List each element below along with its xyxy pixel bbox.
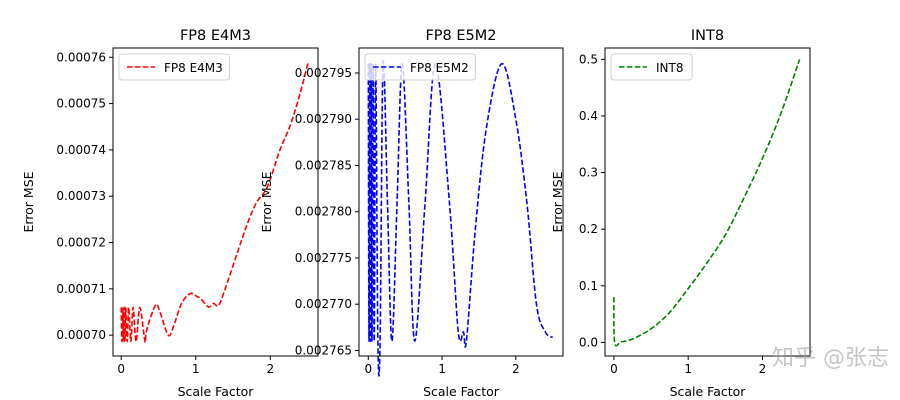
y-tick-label: 0.002785 [295, 158, 352, 172]
y-tick-label: 0.00076 [56, 50, 106, 64]
y-tick-label: 0.00071 [56, 282, 106, 296]
x-axis-label: Scale Factor [670, 384, 747, 399]
y-tick-label: 0.2 [579, 222, 598, 236]
y-tick-label: 0.00070 [56, 328, 106, 342]
subplot-1: 0 1 2 0.00070 0.00071 0.00072 0.00073 0.00074 0.… [21, 28, 319, 399]
x-tick-label: 2 [266, 362, 274, 376]
y-tick-label: 0.002775 [295, 251, 352, 265]
subplot-title: FP8 E4M3 [180, 28, 251, 44]
y-tick-label: 0.002770 [295, 297, 352, 311]
watermark: 知乎 @张志 [772, 346, 889, 371]
y-tick-label: 0.5 [579, 52, 598, 66]
subplot-2: 0 1 2 0.002765 0.002770 0.002775 0.002780 0.002… [259, 28, 564, 399]
series-line-int8 [613, 59, 801, 347]
x-axis-label: Scale Factor [178, 384, 255, 399]
y-tick-label: 0.002780 [295, 205, 352, 219]
y-tick-label: 0.1 [579, 279, 598, 293]
y-axis-label: Error MSE [21, 171, 36, 232]
x-tick-label: 2 [759, 362, 767, 376]
x-tick-label: 0 [117, 362, 125, 376]
x-tick-label: 0 [364, 362, 372, 376]
axes-frame [604, 47, 811, 357]
x-tick-label: 1 [438, 362, 446, 376]
x-tick-label: 1 [192, 362, 200, 376]
y-tick-label: 0.4 [579, 109, 598, 123]
y-tick-label: 0.3 [579, 166, 598, 180]
subplot-title: FP8 E5M2 [425, 28, 496, 44]
legend-box [118, 53, 230, 81]
axes-frame [358, 47, 564, 357]
y-tick-label: 0.00075 [56, 97, 106, 111]
y-tick-label: 0.00072 [56, 236, 106, 250]
legend-label: INT8 [656, 61, 683, 75]
subplot-title: INT8 [691, 28, 724, 44]
y-tick-label: 0.002795 [295, 66, 352, 80]
x-tick-label: 1 [684, 362, 692, 376]
y-tick-label: 0.0 [579, 335, 598, 349]
x-tick-label: 0 [610, 362, 618, 376]
legend-box [610, 53, 693, 81]
legend-label: FP8 E4M3 [164, 61, 223, 75]
series-line-fp8-e5m2 [367, 60, 554, 377]
axes-frame [112, 47, 319, 357]
legend-box [364, 53, 476, 81]
y-tick-label: 0.002765 [295, 343, 352, 357]
y-tick-label: 0.00073 [56, 189, 106, 203]
x-axis-label: Scale Factor [423, 384, 500, 399]
y-tick-label: 0.002790 [295, 112, 352, 126]
legend-label: FP8 E5M2 [410, 61, 469, 75]
y-axis-label: Error MSE [550, 171, 565, 232]
series-line-fp8-e4m3 [120, 61, 310, 344]
y-tick-label: 0.00074 [56, 143, 106, 157]
subplot-3: 0 1 2 0.0 0.1 0.2 0.3 0.4 0.5 INT8 Scale Factor Err… [550, 28, 811, 399]
y-axis-label: Error MSE [259, 171, 274, 232]
x-tick-label: 2 [512, 362, 520, 376]
